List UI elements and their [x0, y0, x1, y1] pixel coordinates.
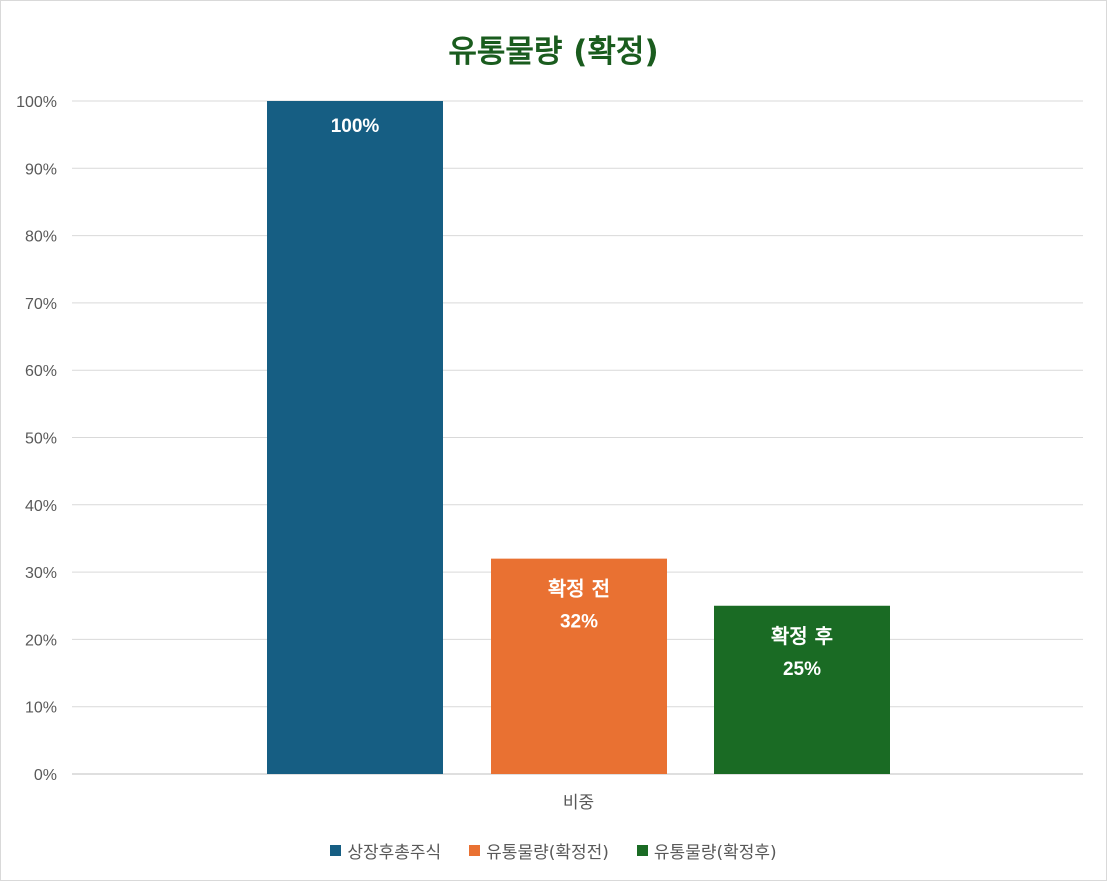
- chart-title: 유통물량 (확정): [448, 34, 659, 70]
- legend-label: 유통물량(확정전): [486, 843, 609, 863]
- legend-item: 상장후총주식: [330, 838, 441, 863]
- x-tick-label: 비중: [563, 793, 594, 813]
- y-tick-label: 50%: [25, 431, 57, 448]
- y-tick-label: 80%: [25, 229, 57, 246]
- data-label: 32%: [560, 612, 598, 633]
- bar-1: [267, 101, 443, 774]
- y-tick-label: 10%: [25, 700, 57, 717]
- legend: 상장후총주식 유통물량(확정전) 유통물량(확정후): [0, 838, 1107, 863]
- y-tick-label: 40%: [25, 498, 57, 515]
- legend-swatch: [636, 845, 648, 856]
- bar-label: 확정 후: [771, 624, 833, 648]
- legend-label: 유통물량(확정후): [653, 843, 777, 863]
- y-tick-label: 100%: [16, 94, 57, 111]
- legend-swatch: [330, 845, 342, 856]
- y-tick-label: 70%: [25, 296, 57, 313]
- legend-item: 유통물량(확정전): [469, 838, 609, 863]
- legend-label: 상장후총주식: [347, 843, 442, 863]
- bar-label: 확정 전: [548, 577, 610, 601]
- bar-3: [714, 605, 890, 774]
- bar-2: [491, 558, 667, 774]
- y-tick-label: 30%: [25, 565, 57, 582]
- legend-item: 유통물량(확정후): [636, 838, 777, 863]
- y-tick-label: 90%: [25, 161, 57, 178]
- y-tick-label: 0%: [34, 767, 57, 784]
- data-label: 25%: [783, 659, 821, 680]
- data-label: 100%: [331, 116, 380, 137]
- y-tick-label: 60%: [25, 363, 57, 380]
- y-tick-label: 20%: [25, 632, 57, 649]
- legend-swatch: [469, 845, 481, 856]
